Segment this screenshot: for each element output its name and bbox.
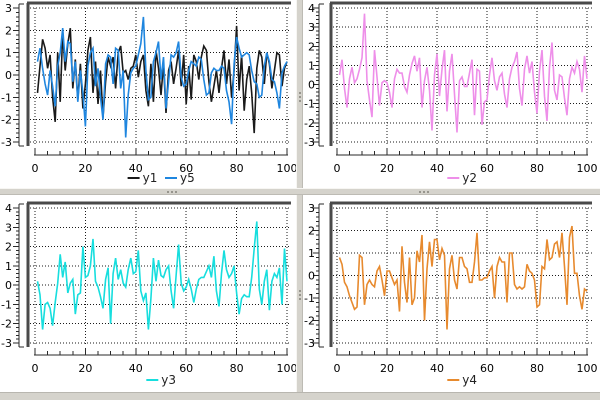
svg-text:0: 0	[308, 79, 315, 92]
svg-text:3: 3	[5, 221, 12, 234]
svg-text:-3: -3	[1, 136, 12, 149]
chart-canvas-y1-y5[interactable]: 3 2 1 0 -1 -2 -3 0 20 40 60 80 100 y1 y5	[0, 0, 296, 188]
svg-text:60: 60	[179, 162, 193, 175]
svg-text:3: 3	[5, 2, 12, 15]
svg-text:40: 40	[129, 362, 143, 375]
svg-text:-2: -2	[1, 318, 12, 331]
svg-text:-1: -1	[304, 292, 315, 305]
svg-text:2: 2	[5, 24, 12, 37]
svg-text:0: 0	[334, 162, 341, 175]
svg-text:-3: -3	[1, 337, 12, 350]
svg-text:2: 2	[308, 225, 315, 238]
svg-text:y5: y5	[180, 171, 195, 185]
svg-text:y4: y4	[462, 373, 477, 387]
plot-panel-bottom-left: 4 3 2 1 0 -1 -2 -3 0 20 40 60 80 100 y3	[0, 195, 296, 392]
svg-text:1: 1	[5, 47, 12, 60]
splitter-grip-icon[interactable]	[299, 290, 301, 292]
svg-text:-2: -2	[1, 114, 12, 127]
svg-text:3: 3	[308, 21, 315, 34]
svg-text:-2: -2	[304, 315, 315, 328]
svg-text:80: 80	[230, 362, 244, 375]
svg-text:20: 20	[380, 362, 394, 375]
svg-text:y3: y3	[161, 373, 176, 387]
svg-text:100: 100	[277, 162, 297, 175]
splitter-grip-icon[interactable]	[419, 191, 421, 193]
svg-text:20: 20	[380, 162, 394, 175]
svg-text:100: 100	[277, 362, 297, 375]
svg-text:80: 80	[530, 162, 544, 175]
svg-text:-1: -1	[304, 98, 315, 111]
svg-text:60: 60	[480, 162, 494, 175]
svg-text:1: 1	[308, 59, 315, 72]
plot-panel-bottom-right: 3 2 1 0 -1 -2 -3 0 20 40 60 80 100 y4	[303, 195, 600, 392]
svg-text:2: 2	[308, 40, 315, 53]
svg-text:-3: -3	[304, 337, 315, 350]
svg-text:20: 20	[78, 162, 92, 175]
svg-text:0: 0	[334, 362, 341, 375]
svg-text:60: 60	[480, 362, 494, 375]
svg-text:4: 4	[5, 202, 12, 215]
svg-text:1: 1	[308, 247, 315, 260]
svg-text:2: 2	[5, 241, 12, 254]
svg-text:60: 60	[179, 362, 193, 375]
svg-text:80: 80	[230, 162, 244, 175]
svg-text:100: 100	[577, 162, 598, 175]
svg-text:-3: -3	[304, 136, 315, 149]
svg-text:0: 0	[32, 162, 39, 175]
svg-text:80: 80	[530, 362, 544, 375]
svg-text:0: 0	[5, 279, 12, 292]
plot-panel-top-right: 4 3 2 1 0 -1 -2 -3 0 20 40 60 80 100 y2	[303, 0, 600, 188]
svg-text:20: 20	[78, 362, 92, 375]
svg-text:y1: y1	[143, 171, 158, 185]
svg-text:40: 40	[430, 362, 444, 375]
svg-text:-2: -2	[304, 117, 315, 130]
chart-canvas-y2[interactable]: 4 3 2 1 0 -1 -2 -3 0 20 40 60 80 100 y2	[303, 0, 600, 188]
vertical-splitter[interactable]	[296, 0, 303, 392]
plot-panel-top-left: 3 2 1 0 -1 -2 -3 0 20 40 60 80 100 y1 y5	[0, 0, 296, 188]
svg-text:y2: y2	[462, 171, 477, 185]
svg-text:1: 1	[5, 260, 12, 273]
chart-canvas-y3[interactable]: 4 3 2 1 0 -1 -2 -3 0 20 40 60 80 100 y3	[0, 195, 296, 392]
svg-text:0: 0	[308, 270, 315, 283]
svg-text:0: 0	[32, 362, 39, 375]
splitter-grip-icon[interactable]	[299, 92, 301, 94]
svg-text:3: 3	[308, 202, 315, 215]
chart-canvas-y4[interactable]: 3 2 1 0 -1 -2 -3 0 20 40 60 80 100 y4	[303, 195, 600, 392]
svg-text:40: 40	[430, 162, 444, 175]
svg-text:4: 4	[308, 2, 315, 15]
bottom-strip	[0, 392, 600, 400]
svg-text:0: 0	[5, 69, 12, 82]
horizontal-splitter[interactable]	[0, 188, 600, 195]
svg-text:40: 40	[129, 162, 143, 175]
splitter-grip-icon[interactable]	[167, 191, 169, 193]
svg-text:-1: -1	[1, 91, 12, 104]
svg-text:-1: -1	[1, 298, 12, 311]
svg-text:100: 100	[577, 362, 598, 375]
